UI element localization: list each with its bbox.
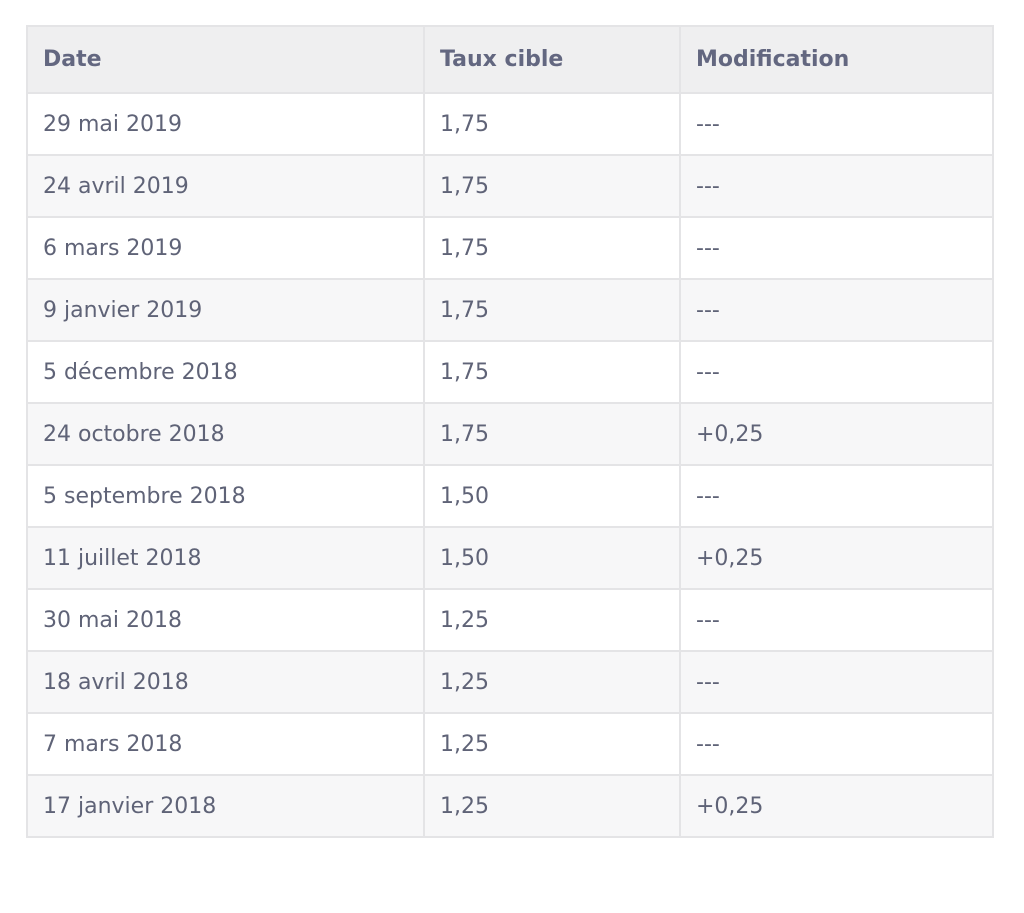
table-row: 5 septembre 2018 1,50 ---: [26, 464, 994, 528]
cell-change: ---: [679, 92, 994, 156]
table-row: 29 mai 2019 1,75 ---: [26, 92, 994, 156]
cell-target-rate: 1,75: [423, 278, 681, 342]
cell-target-rate: 1,75: [423, 154, 681, 218]
cell-date: 7 mars 2018: [26, 712, 425, 776]
cell-target-rate: 1,25: [423, 712, 681, 776]
table-row: 7 mars 2018 1,25 ---: [26, 712, 994, 776]
table-body: 29 mai 2019 1,75 --- 24 avril 2019 1,75 …: [26, 92, 994, 838]
cell-target-rate: 1,25: [423, 650, 681, 714]
cell-date: 30 mai 2018: [26, 588, 425, 652]
cell-change: ---: [679, 650, 994, 714]
cell-date: 17 janvier 2018: [26, 774, 425, 838]
cell-change: ---: [679, 154, 994, 218]
cell-target-rate: 1,75: [423, 402, 681, 466]
cell-change: ---: [679, 278, 994, 342]
cell-target-rate: 1,50: [423, 464, 681, 528]
table-row: 18 avril 2018 1,25 ---: [26, 650, 994, 714]
cell-date: 29 mai 2019: [26, 92, 425, 156]
cell-target-rate: 1,75: [423, 92, 681, 156]
cell-target-rate: 1,75: [423, 340, 681, 404]
cell-date: 9 janvier 2019: [26, 278, 425, 342]
header-change: Modification: [679, 25, 994, 94]
cell-date: 5 décembre 2018: [26, 340, 425, 404]
table-row: 24 avril 2019 1,75 ---: [26, 154, 994, 218]
cell-change: +0,25: [679, 526, 994, 590]
header-row: Date Taux cible Modification: [26, 25, 994, 94]
table-row: 30 mai 2018 1,25 ---: [26, 588, 994, 652]
cell-date: 24 octobre 2018: [26, 402, 425, 466]
cell-change: ---: [679, 464, 994, 528]
cell-date: 18 avril 2018: [26, 650, 425, 714]
rate-table: Date Taux cible Modification 29 mai 2019…: [26, 25, 994, 838]
cell-change: ---: [679, 340, 994, 404]
header-date: Date: [26, 25, 425, 94]
cell-date: 24 avril 2019: [26, 154, 425, 218]
table-row: 9 janvier 2019 1,75 ---: [26, 278, 994, 342]
rate-table-container: Date Taux cible Modification 29 mai 2019…: [26, 25, 994, 838]
cell-target-rate: 1,25: [423, 588, 681, 652]
table-row: 11 juillet 2018 1,50 +0,25: [26, 526, 994, 590]
table-row: 24 octobre 2018 1,75 +0,25: [26, 402, 994, 466]
cell-change: ---: [679, 216, 994, 280]
cell-change: ---: [679, 588, 994, 652]
cell-target-rate: 1,50: [423, 526, 681, 590]
cell-date: 11 juillet 2018: [26, 526, 425, 590]
table-row: 6 mars 2019 1,75 ---: [26, 216, 994, 280]
table-header: Date Taux cible Modification: [26, 25, 994, 94]
header-target-rate: Taux cible: [423, 25, 681, 94]
table-row: 17 janvier 2018 1,25 +0,25: [26, 774, 994, 838]
cell-date: 5 septembre 2018: [26, 464, 425, 528]
table-row: 5 décembre 2018 1,75 ---: [26, 340, 994, 404]
cell-change: +0,25: [679, 774, 994, 838]
cell-target-rate: 1,25: [423, 774, 681, 838]
cell-change: +0,25: [679, 402, 994, 466]
cell-date: 6 mars 2019: [26, 216, 425, 280]
cell-change: ---: [679, 712, 994, 776]
cell-target-rate: 1,75: [423, 216, 681, 280]
